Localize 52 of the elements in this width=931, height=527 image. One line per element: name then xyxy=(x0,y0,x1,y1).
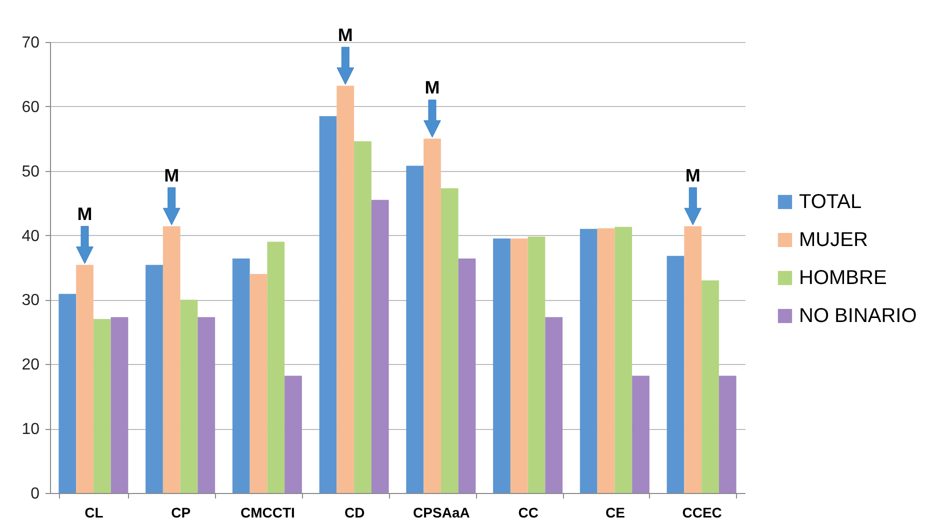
bar xyxy=(319,116,337,493)
x-tick-label: CP xyxy=(171,504,191,520)
bar xyxy=(493,238,510,493)
bar xyxy=(180,300,198,493)
y-tick-label: 60 xyxy=(22,98,40,116)
annotation: M xyxy=(164,165,180,186)
bar xyxy=(614,226,632,493)
bar xyxy=(545,317,563,493)
x-tick-label: CMCCTI xyxy=(240,504,295,520)
bar xyxy=(267,242,285,493)
bar xyxy=(510,238,528,493)
y-tick-label: 30 xyxy=(22,292,40,310)
bar xyxy=(406,166,424,493)
x-tick-label: CCEC xyxy=(682,504,722,520)
legend-label: HOMBRE xyxy=(799,267,887,289)
bar xyxy=(58,294,76,493)
legend-label: MUJER xyxy=(799,229,868,251)
bar xyxy=(198,317,216,493)
bar xyxy=(284,376,302,493)
bar xyxy=(702,280,719,493)
bar xyxy=(250,274,268,493)
legend-label: TOTAL xyxy=(799,191,862,213)
bar xyxy=(458,258,476,493)
bar xyxy=(580,228,598,493)
annotation: M xyxy=(338,24,353,45)
bar xyxy=(93,319,111,493)
annotation: M xyxy=(424,78,440,98)
y-tick-label: 40 xyxy=(22,228,40,245)
legend-label: NO BINARIO xyxy=(799,305,917,327)
y-tick-label: 20 xyxy=(22,356,40,374)
bar xyxy=(232,258,250,493)
annotation: M xyxy=(77,204,92,224)
annotation: M xyxy=(685,165,700,186)
x-tick-label: CC xyxy=(518,504,538,520)
bar xyxy=(632,376,650,493)
bar xyxy=(528,236,546,493)
x-tick-label: CD xyxy=(344,504,365,520)
y-tick-label: 50 xyxy=(22,163,40,180)
bar xyxy=(440,188,458,493)
bar xyxy=(718,376,736,493)
bar xyxy=(354,141,372,493)
y-tick-label: 10 xyxy=(22,421,40,438)
bar xyxy=(146,264,163,493)
bar xyxy=(110,317,128,493)
bar xyxy=(666,256,684,493)
x-tick-label: CPSAaA xyxy=(413,504,470,520)
x-tick-label: CE xyxy=(605,504,625,520)
x-tick-label: CL xyxy=(84,504,104,520)
y-tick-label: 0 xyxy=(30,486,40,502)
bar xyxy=(371,200,389,493)
bar xyxy=(597,228,615,493)
y-tick-label: 70 xyxy=(22,34,40,52)
